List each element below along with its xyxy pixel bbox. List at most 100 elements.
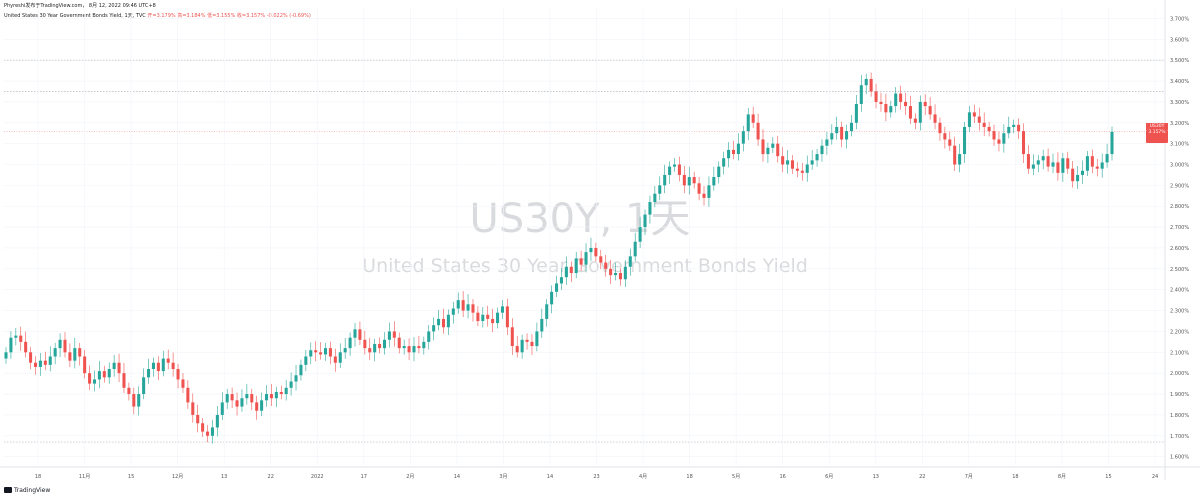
candle-body [500,306,504,313]
candle-body [328,348,332,357]
candle-body [323,348,328,355]
candle-body [820,145,824,155]
candle-body [422,341,426,349]
candle-body [333,356,337,363]
candle-body [879,101,883,104]
candle-body [112,362,116,370]
x-tick-label: 24 [1152,474,1158,480]
y-tick-label: 2.400% [1170,288,1189,294]
candle-body [441,318,446,328]
candle-body [751,114,755,123]
candle-body [594,247,598,257]
x-tick-label: 22 [268,474,274,480]
candle-body [166,358,170,363]
x-tick-label: 4月 [639,474,647,480]
candle-body [790,160,795,169]
candle-body [638,227,642,242]
candle-body [525,339,529,342]
candle-body [314,350,318,353]
candle-body [486,314,490,319]
candle-body [874,91,878,102]
candle-body [859,85,863,104]
candle-body [771,143,775,148]
candle-body [151,362,155,370]
candle-body [672,164,677,167]
candle-body [579,258,583,265]
candle-body [117,362,121,374]
x-tick-label: 14 [454,474,460,480]
candle-body [1105,154,1109,163]
candle-body [1071,168,1075,182]
candle-body [274,391,278,399]
candle-body [201,423,205,432]
candle-body [692,177,696,184]
candle-body [235,400,239,407]
candle-body [319,352,323,355]
candle-body [795,168,799,171]
candle-body [849,122,853,132]
candle-body [854,103,858,123]
candle-body [427,331,431,342]
candle-body [948,139,952,146]
x-tick-label: 6月 [825,474,833,480]
candle-body [373,343,377,353]
x-tick-label: 12月 [172,474,183,480]
candle-body [132,394,136,407]
candle-body [378,343,382,349]
tradingview-logo-icon [4,487,12,493]
candle-body [255,402,259,411]
x-tick-label: 23 [593,474,599,480]
candle-body [1051,162,1055,167]
candle-body [279,391,283,395]
candle-body [864,78,868,86]
candle-body [643,214,647,228]
candle-body [1110,131,1114,155]
candle-body [1080,170,1085,175]
candle-body [668,166,672,175]
candle-body [107,369,111,378]
candle-body [933,114,937,123]
candle-body [1046,156,1050,167]
symbol-legend: United States 30 Year Government Bonds Y… [4,13,311,19]
candle-body [599,256,603,263]
candle-body [220,402,224,415]
tradingview-logo: TradingView [4,487,50,495]
candle-body [889,106,893,113]
watermark-symbol: US30Y, 1天 [469,196,691,242]
candle-body [437,318,441,326]
x-tick-label: 18 [686,474,692,480]
candle-body [309,350,313,357]
candle-body [102,371,106,378]
y-tick-label: 2.300% [1170,309,1189,315]
candle-body [9,337,13,353]
y-tick-label: 2.900% [1170,183,1189,189]
candle-body [707,185,711,198]
candle-body [496,312,500,324]
candle-body [943,133,947,140]
y-tick-label: 2.000% [1170,371,1189,377]
x-tick-label: 16 [779,474,785,480]
candle-body [884,103,888,113]
candle-body [97,371,101,380]
x-tick-label: 14 [547,474,553,480]
x-tick-label: 2022 [311,474,324,480]
candle-body [19,335,23,342]
candle-body [840,126,844,140]
candle-body [736,143,740,155]
candle-body [569,266,573,274]
candle-body [446,314,450,328]
candle-body [38,360,42,367]
candle-body [756,122,760,140]
candle-body [191,402,195,415]
candle-body [1002,133,1006,144]
candle-body [810,160,814,165]
candle-body [505,306,509,328]
candle-body [43,360,47,365]
candle-body [574,258,578,274]
watermark-description: United States 30 Year Government Bonds Y… [362,255,808,277]
y-tick-label: 2.500% [1170,267,1189,273]
candle-body [1085,156,1089,171]
candle-body [289,381,293,388]
x-tick-label: 11月 [79,474,90,480]
